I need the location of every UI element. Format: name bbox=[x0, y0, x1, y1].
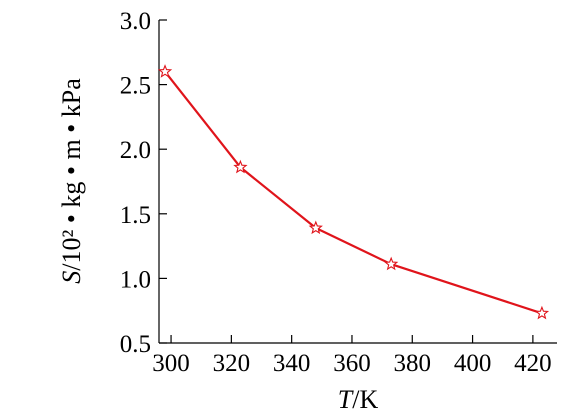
y-ticks: 0.5 1.0 1.5 2.0 2.5 3.0 bbox=[120, 8, 167, 358]
data-point-star bbox=[384, 256, 399, 271]
y-tick-label: 3.0 bbox=[120, 8, 151, 35]
x-tick-label: 340 bbox=[273, 350, 311, 377]
y-axis-symbol: S bbox=[57, 271, 86, 284]
x-axis-unit: /K bbox=[352, 385, 378, 412]
x-tick-label: 400 bbox=[454, 350, 492, 377]
x-tick-label: 300 bbox=[152, 350, 190, 377]
data-point-star bbox=[534, 305, 550, 320]
data-point-star bbox=[308, 220, 323, 235]
y-axis-unit: /10² • kg • m • kPa bbox=[57, 78, 86, 271]
x-axis-title: T/K bbox=[338, 385, 379, 412]
x-ticks: 300 320 340 360 380 400 420 bbox=[152, 335, 552, 377]
data-point-star bbox=[157, 64, 173, 78]
y-tick-label: 0.5 bbox=[120, 331, 151, 358]
y-tick-label: 2.0 bbox=[120, 137, 151, 164]
x-tick-label: 420 bbox=[514, 350, 552, 377]
y-axis-title: S/10² • kg • m • kPa bbox=[57, 78, 86, 284]
y-tick-label: 1.0 bbox=[120, 266, 151, 293]
x-axis-symbol: T bbox=[338, 385, 354, 412]
y-tick-label: 2.5 bbox=[120, 73, 151, 100]
x-tick-label: 380 bbox=[394, 350, 432, 377]
x-tick-label: 360 bbox=[333, 350, 371, 377]
x-tick-label: 320 bbox=[213, 350, 251, 377]
data-point-star bbox=[233, 159, 248, 174]
y-tick-label: 1.5 bbox=[120, 202, 151, 229]
series-layer bbox=[157, 64, 550, 320]
